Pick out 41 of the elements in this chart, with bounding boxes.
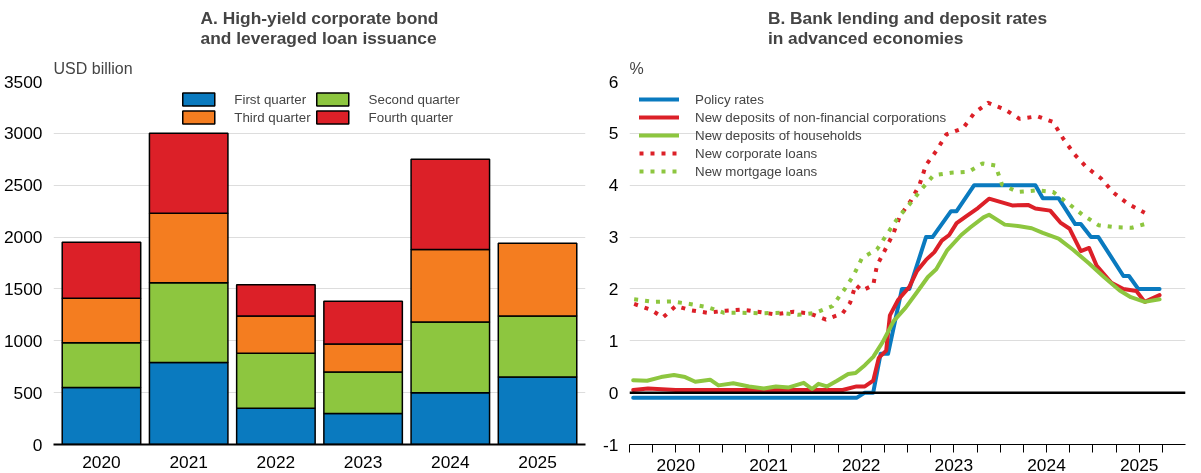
legend-label: New deposits of households xyxy=(695,127,862,143)
y-tick-label: 3500 xyxy=(3,71,43,92)
legend-label: New deposits of non-financial corporations xyxy=(695,109,947,125)
x-tick-label: 2023 xyxy=(934,454,974,473)
y-axis-title: % xyxy=(629,59,644,77)
y-tick-label: 5 xyxy=(608,123,619,144)
y-tick-label: 1500 xyxy=(3,278,43,299)
x-tick-label: 2020 xyxy=(656,454,696,473)
y-tick-label: 0 xyxy=(608,382,619,403)
y-tick-label: 3000 xyxy=(3,123,43,144)
y-tick-label: 6 xyxy=(608,71,619,92)
y-tick-label: 3 xyxy=(608,227,619,248)
y-tick-label: 2500 xyxy=(3,175,43,196)
x-tick-label: 2020 xyxy=(82,451,121,472)
x-tick-label: 2024 xyxy=(431,451,470,472)
y-tick-label: 2 xyxy=(608,278,619,299)
legend-label: Third quarter xyxy=(234,109,311,125)
chart-title: A. High-yield corporate bond and leveraged loan issuance xyxy=(200,7,439,48)
x-tick-label: 2024 xyxy=(1027,454,1067,473)
x-tick-label: 2022 xyxy=(841,454,881,473)
y-tick-label: 1000 xyxy=(3,330,43,351)
y-tick-label: 500 xyxy=(13,382,43,403)
legend-label: First quarter xyxy=(234,91,307,107)
x-tick-label: 2025 xyxy=(518,451,557,472)
x-tick-label: 2021 xyxy=(169,451,208,472)
y-tick-label: 2000 xyxy=(3,227,43,248)
x-tick-label: 2023 xyxy=(343,451,383,472)
legend-label: Fourth quarter xyxy=(368,109,454,125)
legend-label: Policy rates xyxy=(695,91,764,107)
x-tick-label: 2025 xyxy=(1119,454,1159,473)
y-axis-title: USD billion xyxy=(53,59,133,77)
x-tick-label: 2021 xyxy=(749,454,788,473)
legend-label: New corporate loans xyxy=(695,145,818,161)
y-tick-label: 4 xyxy=(608,175,619,196)
x-tick-label: 2022 xyxy=(256,451,296,472)
legend-label: New mortgage loans xyxy=(695,163,818,179)
y-tick-label: 1 xyxy=(608,330,619,351)
y-tick-label: 0 xyxy=(32,434,43,455)
chart-title: B. Bank lending and deposit rates in advanced economies xyxy=(767,7,1048,48)
y-tick-label: -1 xyxy=(603,434,619,455)
legend-label: Second quarter xyxy=(368,91,460,107)
